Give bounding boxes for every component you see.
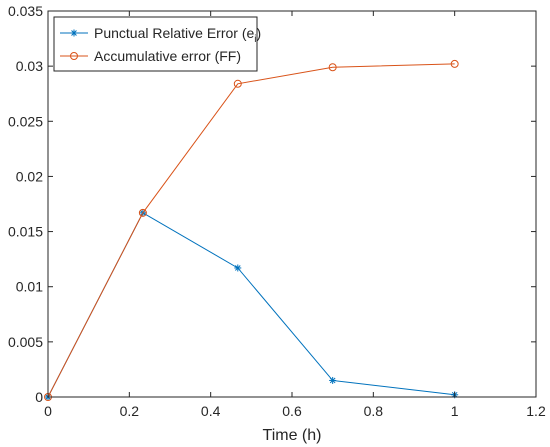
data-point-1 (329, 376, 337, 384)
legend-label-suffix: ) (257, 25, 262, 41)
y-tick-label: 0.03 (16, 58, 43, 74)
x-tick-label: 0 (44, 403, 52, 419)
y-tick-label: 0.015 (8, 224, 43, 240)
x-tick-label: 1.2 (526, 403, 546, 419)
legend-box (53, 16, 258, 72)
x-tick-label: 0.8 (364, 403, 384, 419)
data-point-2 (233, 79, 242, 88)
legend-label-2: Accumulative error (FF) (94, 48, 241, 64)
x-tick-label: 0.4 (201, 403, 221, 419)
legend-marker-2 (70, 52, 78, 60)
x-tick-label: 0.2 (120, 403, 140, 419)
legend-label-main: Punctual Relative Error (e (94, 25, 255, 41)
y-tick-label: 0.025 (8, 113, 43, 129)
data-point-1 (234, 264, 242, 272)
legend-marker-1 (70, 29, 78, 37)
series-layer (44, 59, 459, 401)
legend-label-main: Accumulative error (FF) (94, 48, 241, 64)
data-point-2 (328, 63, 337, 72)
y-tick-label: 0.035 (8, 3, 43, 19)
legend-label-1: Punctual Relative Error (ei) (94, 25, 261, 45)
data-point-2 (138, 208, 147, 217)
ticks-layer: 0 0.2 0.4 0.6 0.8 1 1.2 0 0.005 0.01 0.015 0.02 0.02… (8, 3, 546, 419)
x-tick-label: 0.6 (282, 403, 302, 419)
x-axis-title: Time (h) (263, 427, 322, 444)
data-point-2 (450, 59, 459, 68)
y-tick-label: 0.005 (8, 334, 43, 350)
y-tick-label: 0.02 (16, 168, 43, 184)
y-tick-label: 0 (35, 389, 43, 405)
y-tick-label: 0.01 (16, 279, 43, 295)
legend-label-subscript: i (254, 34, 256, 45)
legend: Punctual Relative Error (ei) Accumulative… (53, 16, 261, 72)
series-line-2 (47, 63, 455, 398)
x-tick-label: 1 (451, 403, 459, 419)
